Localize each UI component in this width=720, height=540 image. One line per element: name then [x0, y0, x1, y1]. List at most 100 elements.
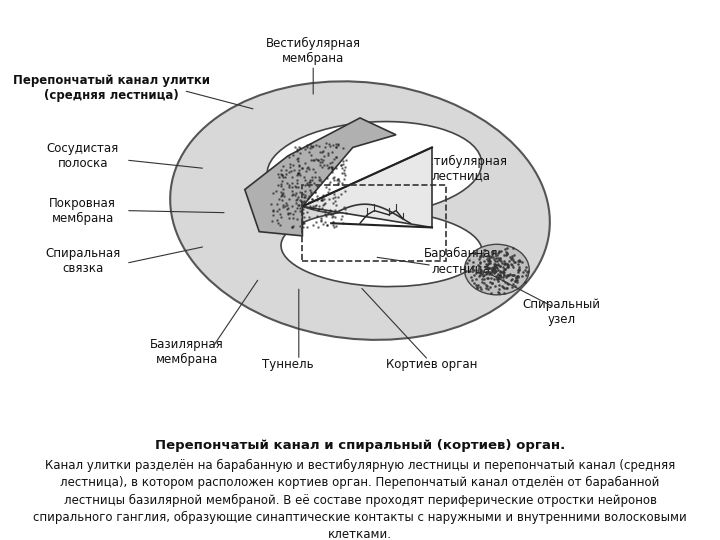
- Point: [337, 157, 348, 166]
- Point: [476, 278, 487, 287]
- Point: [519, 266, 531, 274]
- Point: [333, 193, 344, 201]
- Point: [336, 168, 347, 177]
- Point: [498, 260, 510, 268]
- Point: [326, 147, 338, 156]
- Point: [479, 275, 490, 284]
- Point: [311, 196, 323, 205]
- Point: [485, 282, 496, 291]
- Point: [473, 272, 485, 280]
- Text: Спиральная
связка: Спиральная связка: [45, 247, 120, 275]
- Point: [315, 216, 327, 225]
- Point: [477, 248, 489, 257]
- Point: [512, 271, 523, 280]
- Point: [287, 183, 298, 192]
- Point: [482, 282, 493, 291]
- Point: [490, 261, 501, 269]
- Point: [508, 279, 519, 288]
- Point: [518, 267, 529, 276]
- Point: [288, 166, 300, 174]
- Point: [326, 158, 338, 166]
- Point: [485, 263, 497, 272]
- Point: [338, 168, 349, 177]
- Point: [317, 148, 328, 157]
- Point: [312, 156, 323, 165]
- Point: [507, 271, 518, 279]
- Point: [272, 180, 284, 189]
- Point: [276, 191, 287, 200]
- Point: [293, 200, 305, 209]
- Point: [275, 212, 287, 221]
- Point: [513, 273, 524, 281]
- Point: [508, 251, 520, 260]
- Point: [273, 172, 284, 181]
- Point: [462, 258, 473, 267]
- Point: [495, 268, 506, 277]
- Point: [473, 255, 485, 264]
- Point: [495, 254, 506, 262]
- Point: [501, 271, 513, 280]
- Point: [338, 144, 349, 153]
- Point: [319, 207, 330, 215]
- Point: [307, 155, 319, 164]
- Point: [489, 257, 500, 266]
- Point: [513, 255, 524, 264]
- Point: [330, 153, 342, 161]
- Text: Перепончатый канал и спиральный (кортиев) орган.: Перепончатый канал и спиральный (кортиев…: [155, 439, 565, 452]
- Point: [483, 267, 495, 276]
- Point: [333, 141, 344, 150]
- Point: [300, 176, 311, 184]
- Point: [291, 194, 302, 203]
- Point: [320, 183, 332, 192]
- Point: [312, 206, 324, 215]
- Point: [275, 181, 287, 190]
- Point: [486, 248, 498, 256]
- Point: [299, 213, 310, 221]
- Point: [501, 262, 513, 271]
- Point: [510, 275, 521, 284]
- Point: [332, 179, 343, 188]
- Point: [338, 175, 350, 184]
- Point: [483, 256, 495, 265]
- Point: [486, 268, 498, 276]
- Point: [276, 190, 288, 199]
- Point: [314, 158, 325, 167]
- Point: [307, 142, 319, 151]
- Point: [521, 268, 533, 276]
- Point: [323, 163, 335, 171]
- Point: [291, 176, 302, 185]
- Point: [485, 269, 497, 278]
- Point: [493, 273, 505, 282]
- Point: [306, 194, 318, 203]
- Point: [518, 278, 530, 286]
- Point: [464, 267, 476, 275]
- Point: [302, 194, 314, 202]
- Point: [305, 190, 317, 198]
- Point: [481, 270, 492, 279]
- Point: [316, 204, 328, 212]
- Ellipse shape: [267, 122, 482, 215]
- Point: [304, 177, 315, 186]
- Point: [500, 284, 512, 292]
- Point: [487, 259, 499, 268]
- Point: [333, 180, 344, 189]
- Point: [472, 260, 484, 269]
- Point: [494, 267, 505, 276]
- Point: [327, 221, 338, 230]
- Polygon shape: [245, 118, 396, 236]
- Point: [318, 200, 329, 209]
- Point: [482, 252, 493, 261]
- Point: [276, 170, 287, 179]
- Point: [287, 213, 299, 222]
- Point: [279, 173, 291, 181]
- Point: [292, 157, 304, 165]
- Point: [292, 183, 304, 191]
- Point: [276, 171, 288, 179]
- Point: [292, 193, 304, 202]
- Point: [300, 193, 311, 201]
- Point: [505, 255, 516, 264]
- Point: [280, 166, 292, 174]
- Point: [277, 185, 289, 193]
- Point: [307, 165, 318, 174]
- Point: [277, 189, 289, 198]
